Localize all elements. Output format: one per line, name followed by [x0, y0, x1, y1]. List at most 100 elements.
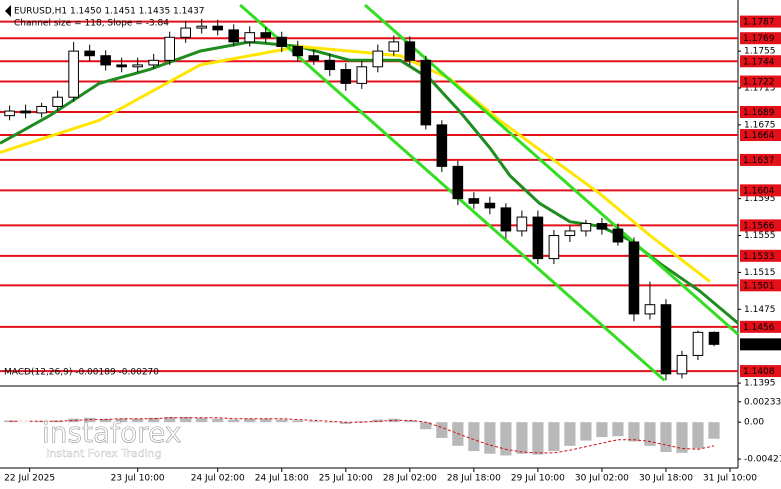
watermark-brand: instaforex [42, 416, 181, 449]
candle-body [308, 55, 320, 61]
last-price-label: 1.1437 [743, 340, 775, 350]
level-label: 1.1664 [743, 131, 775, 141]
chart-subtitle: Channel size = 118, Slope = -3.84 [14, 19, 169, 29]
y-tick-label: 1.1675 [744, 120, 776, 130]
plot [0, 3, 739, 456]
level-label: 1.1604 [743, 186, 775, 196]
macd-bar [500, 422, 512, 456]
level-label: 1.1769 [743, 34, 775, 44]
candle-body [260, 32, 272, 38]
macd-bar [708, 422, 720, 439]
candle-body [596, 223, 608, 230]
candle-body [180, 27, 192, 38]
level-label: 1.1722 [743, 78, 775, 88]
y-tick-label: 1.1395 [744, 379, 776, 389]
y-tick-label: 1.1715 [744, 83, 776, 93]
watermark-logo-mark [16, 428, 32, 444]
candle-body [708, 331, 720, 345]
candle-body [244, 32, 256, 43]
macd-bar [244, 418, 256, 423]
candle-body [356, 66, 368, 84]
macd-bar [372, 419, 384, 423]
candle-body [52, 96, 63, 107]
level-label: 1.1456 [743, 323, 775, 333]
level-label: 1.1533 [743, 252, 775, 262]
macd-bar [532, 422, 544, 455]
macd-bar [68, 418, 80, 423]
macd-bar [100, 418, 112, 423]
level-label-box [740, 184, 781, 197]
macd-bar [52, 420, 64, 423]
candle-body [292, 45, 304, 57]
macd-y-tick-label: -0.00421 [744, 455, 781, 465]
x-tick-label: 29 Jul 10:00 [511, 474, 565, 484]
x-tick-label: 25 Jul 10:00 [319, 474, 373, 484]
candle-body [228, 29, 240, 43]
level-label: 1.1501 [743, 281, 775, 291]
level-label-box [740, 15, 781, 28]
moving-average [0, 40, 739, 325]
candle-body [68, 50, 79, 98]
chart-title: EURUSD,H1 1.1450 1.1451 1.1435 1.1437 [14, 7, 205, 17]
candle-body [532, 216, 544, 260]
candle-body [164, 36, 175, 61]
candle-body [516, 216, 528, 232]
candle-body [388, 41, 400, 52]
candle-body [628, 241, 640, 315]
macd-bar [324, 422, 336, 423]
macd-bar [308, 421, 320, 423]
macd-bar [564, 422, 576, 446]
macd-bar [132, 418, 144, 423]
watermark-logo [8, 420, 40, 452]
macd-bar [596, 422, 608, 438]
x-tick-label: 24 Jul 18:00 [255, 474, 309, 484]
candle-body [660, 304, 672, 375]
watermark: instaforex Instant Forex Trading [8, 416, 182, 460]
level-label-box [740, 279, 781, 292]
candle-body [676, 354, 688, 375]
macd-bar [276, 419, 288, 423]
x-tick-label: 31 Jul 10:00 [703, 474, 757, 484]
candle-body [420, 59, 432, 126]
candle-body [36, 105, 47, 114]
level-label-box [740, 129, 781, 142]
macd-bar [628, 422, 640, 442]
candle-body [148, 59, 159, 66]
candle-body [564, 230, 576, 237]
level-label: 1.1689 [743, 108, 775, 118]
macd-bar [180, 416, 192, 423]
channel-line [239, 3, 666, 382]
level-label: 1.1744 [743, 57, 775, 67]
candle-body [484, 202, 496, 209]
candle-body [692, 331, 704, 356]
candle-body [4, 110, 15, 117]
y-tick-label: 1.1515 [744, 268, 776, 278]
level-label: 1.1408 [743, 367, 775, 377]
level-label-box [740, 105, 781, 118]
y-tick-label: 1.1755 [744, 47, 776, 57]
level-label-box [740, 32, 781, 45]
macd-bar [580, 422, 592, 441]
macd-y-tick-label: 0.00233 [744, 397, 781, 407]
candle-body [436, 124, 448, 167]
macd-bar [340, 422, 352, 424]
candle-body [452, 165, 464, 200]
candle-body [100, 55, 111, 66]
macd-bar [692, 422, 704, 449]
level-label: 1.1637 [743, 156, 775, 166]
x-tick-label: 24 Jul 02:00 [191, 474, 245, 484]
level-label-box [740, 55, 781, 68]
macd-bar [164, 416, 176, 423]
candle-body [212, 25, 224, 31]
candle-body [116, 64, 127, 68]
macd-bar [292, 420, 304, 423]
macd-bar [436, 422, 448, 438]
y-tick-label: 1.1555 [744, 231, 776, 241]
macd-bar [612, 422, 624, 437]
macd-label: MACD(12,26,9) -0.00189 -0.00270 [4, 368, 159, 378]
level-label: 1.1566 [743, 221, 775, 231]
candle-body [340, 69, 352, 84]
x-tick-label: 30 Jul 02:00 [575, 474, 629, 484]
level-label-box [740, 249, 781, 262]
